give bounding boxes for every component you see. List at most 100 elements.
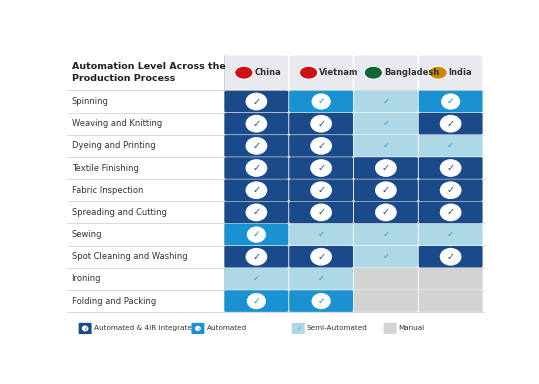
Ellipse shape (246, 181, 267, 199)
FancyBboxPatch shape (289, 56, 353, 90)
FancyBboxPatch shape (354, 56, 417, 90)
FancyBboxPatch shape (289, 268, 353, 290)
Text: Automation Level Across the
Production Process: Automation Level Across the Production P… (72, 62, 225, 83)
Text: ✓: ✓ (382, 252, 389, 261)
Text: ✓: ✓ (317, 141, 325, 151)
FancyBboxPatch shape (419, 224, 482, 245)
Ellipse shape (247, 293, 266, 309)
Text: ✓: ✓ (447, 119, 455, 129)
Text: Automated: Automated (206, 326, 247, 331)
FancyBboxPatch shape (354, 113, 418, 134)
Text: ✓: ✓ (196, 326, 200, 331)
Text: ✓: ✓ (447, 230, 454, 239)
FancyBboxPatch shape (419, 268, 482, 290)
Ellipse shape (310, 248, 332, 266)
Ellipse shape (375, 181, 397, 199)
FancyBboxPatch shape (224, 91, 288, 112)
Text: ✓: ✓ (317, 230, 324, 239)
Text: ✓: ✓ (447, 185, 455, 195)
Ellipse shape (375, 204, 397, 221)
FancyBboxPatch shape (354, 268, 418, 290)
FancyBboxPatch shape (224, 202, 288, 223)
Ellipse shape (375, 159, 397, 177)
Ellipse shape (246, 115, 267, 132)
FancyBboxPatch shape (419, 135, 482, 157)
Ellipse shape (246, 159, 267, 177)
FancyBboxPatch shape (224, 113, 288, 134)
Text: ✓: ✓ (252, 252, 260, 262)
Text: ✓: ✓ (382, 97, 389, 106)
Text: ✓: ✓ (447, 163, 455, 173)
FancyBboxPatch shape (289, 179, 353, 201)
Text: Folding and Packing: Folding and Packing (72, 296, 156, 306)
Text: ✓: ✓ (252, 163, 260, 173)
FancyBboxPatch shape (225, 56, 288, 90)
Ellipse shape (310, 204, 332, 221)
FancyBboxPatch shape (289, 157, 353, 179)
Text: Textile Finishing: Textile Finishing (72, 164, 139, 172)
Text: Sewing: Sewing (72, 230, 102, 239)
FancyBboxPatch shape (224, 157, 288, 179)
Text: ✓: ✓ (252, 119, 260, 129)
Circle shape (234, 66, 253, 79)
FancyBboxPatch shape (224, 246, 288, 268)
Ellipse shape (440, 204, 461, 221)
Text: Vietnam: Vietnam (319, 68, 358, 77)
FancyBboxPatch shape (384, 323, 397, 334)
Text: ✓: ✓ (253, 296, 260, 306)
FancyBboxPatch shape (289, 113, 353, 134)
Text: ✓: ✓ (382, 119, 389, 128)
FancyBboxPatch shape (289, 290, 353, 312)
FancyBboxPatch shape (292, 323, 305, 334)
Ellipse shape (440, 115, 461, 132)
FancyBboxPatch shape (79, 323, 92, 334)
Text: ✓: ✓ (447, 141, 454, 151)
Ellipse shape (310, 137, 332, 155)
Text: ✓: ✓ (317, 119, 325, 129)
Ellipse shape (82, 326, 88, 331)
FancyBboxPatch shape (354, 290, 418, 312)
Text: ✓: ✓ (317, 207, 325, 217)
FancyBboxPatch shape (354, 224, 418, 245)
Ellipse shape (441, 93, 460, 110)
Text: Fabric Inspection: Fabric Inspection (72, 186, 143, 195)
Text: ✓: ✓ (317, 185, 325, 195)
FancyBboxPatch shape (289, 91, 353, 112)
FancyBboxPatch shape (419, 91, 482, 112)
FancyBboxPatch shape (419, 202, 482, 223)
FancyBboxPatch shape (224, 224, 288, 245)
Ellipse shape (310, 181, 332, 199)
FancyBboxPatch shape (354, 135, 418, 157)
Text: ✓: ✓ (253, 230, 260, 239)
Text: ✓: ✓ (317, 97, 325, 106)
FancyBboxPatch shape (191, 323, 204, 334)
Text: ✓: ✓ (317, 296, 325, 306)
FancyBboxPatch shape (224, 290, 288, 312)
Ellipse shape (440, 248, 461, 266)
FancyBboxPatch shape (224, 135, 288, 157)
Text: China: China (254, 68, 281, 77)
Ellipse shape (310, 115, 332, 132)
Ellipse shape (246, 137, 267, 155)
Text: Spreading and Cutting: Spreading and Cutting (72, 208, 167, 217)
Text: ✓: ✓ (253, 275, 260, 283)
FancyBboxPatch shape (354, 246, 418, 268)
Text: ✓: ✓ (252, 141, 260, 151)
Text: ✓: ✓ (252, 185, 260, 195)
Text: India: India (448, 68, 472, 77)
Text: Dyeing and Printing: Dyeing and Printing (72, 141, 155, 151)
Text: Bangladesh: Bangladesh (384, 68, 439, 77)
Text: Manual: Manual (399, 326, 425, 331)
Text: Spinning: Spinning (72, 97, 108, 106)
FancyBboxPatch shape (224, 179, 288, 201)
Circle shape (364, 66, 383, 79)
Circle shape (300, 66, 318, 79)
FancyBboxPatch shape (289, 246, 353, 268)
Text: ✓: ✓ (317, 252, 325, 262)
FancyBboxPatch shape (354, 91, 418, 112)
FancyBboxPatch shape (419, 179, 482, 201)
FancyBboxPatch shape (419, 157, 482, 179)
FancyBboxPatch shape (354, 202, 418, 223)
Text: ✓: ✓ (447, 207, 455, 217)
Text: ✓: ✓ (382, 230, 389, 239)
